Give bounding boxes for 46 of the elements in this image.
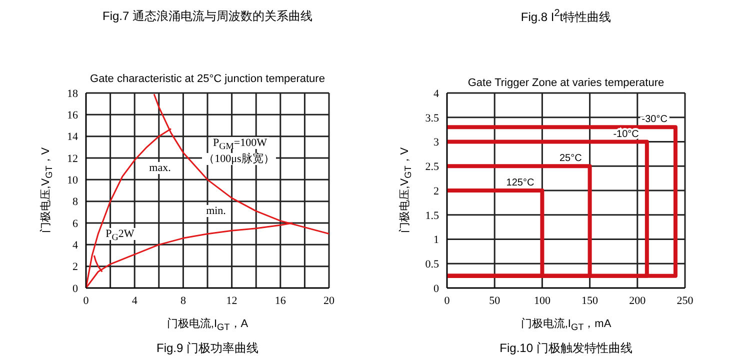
x-tick-label: 150 <box>582 294 599 307</box>
x-tick-label: 20 <box>324 294 335 307</box>
y-tick-label: 8 <box>72 196 78 208</box>
caption: Fig.7 通态浪涌电流与周波数的关系曲线 <box>101 8 314 25</box>
y-tick-label: 0.5 <box>425 258 440 271</box>
chart-title: Gate Trigger Zone at varies temperature <box>466 77 666 89</box>
x-tick-label: 100 <box>534 294 551 307</box>
x-tick-label: 16 <box>274 294 286 307</box>
y-tick-label: 10 <box>67 174 78 187</box>
y-tick-label: 3 <box>434 136 440 149</box>
chart-title: Gate characteristic at 25°C junction temperature <box>89 73 326 85</box>
y-tick-label: 0 <box>434 282 440 295</box>
y-tick-label: 14 <box>67 131 78 144</box>
y-tick-label: 16 <box>67 110 78 122</box>
annotation: max. <box>147 162 173 174</box>
y-tick-label: 2.5 <box>425 161 440 174</box>
annotation: P$_{GM}$=100W <box>211 137 269 152</box>
x-tick-label: 250 <box>676 294 694 307</box>
x-tick-label: 8 <box>180 294 186 307</box>
annotation: （100μs脉宽） <box>202 153 276 165</box>
y-tick-label: 12 <box>67 152 78 165</box>
y-tick-label: 1.5 <box>425 210 440 222</box>
x-tick-label: 0 <box>83 294 90 307</box>
series-label: 25°C <box>559 153 582 164</box>
x-tick-label: 50 <box>489 294 501 307</box>
caption: Fig.8 I$^{2}$t特性曲线 <box>520 8 612 26</box>
x-tick-label: 12 <box>226 294 238 307</box>
series-label: 125°C <box>506 178 534 188</box>
x-tick-label: 0 <box>444 294 450 307</box>
y-tick-label: 1 <box>434 234 439 246</box>
caption: Fig.10 门极触发特性曲线 <box>498 340 634 356</box>
x-axis-title: 门极电流,I$_{GT}$，A <box>166 316 250 332</box>
x-axis-title: 门极电流,I$_{GT}$，mA <box>520 316 612 332</box>
y-tick-label: 4 <box>434 88 440 100</box>
y-tick-label: 4 <box>72 240 78 252</box>
annotation: min. <box>204 205 228 217</box>
y-tick-label: 18 <box>67 88 78 100</box>
caption: Fig.9 门极功率曲线 <box>155 340 260 356</box>
y-tick-label: 2 <box>434 185 439 198</box>
y-tick-label: 0 <box>72 282 78 295</box>
annotation: P$_{G}$2W <box>104 228 136 242</box>
y-tick-label: 6 <box>72 218 78 230</box>
x-tick-label: 200 <box>629 294 646 307</box>
x-tick-label: 4 <box>132 294 138 307</box>
y-tick-label: 2 <box>72 261 78 274</box>
y-tick-label: 3.5 <box>425 112 440 124</box>
